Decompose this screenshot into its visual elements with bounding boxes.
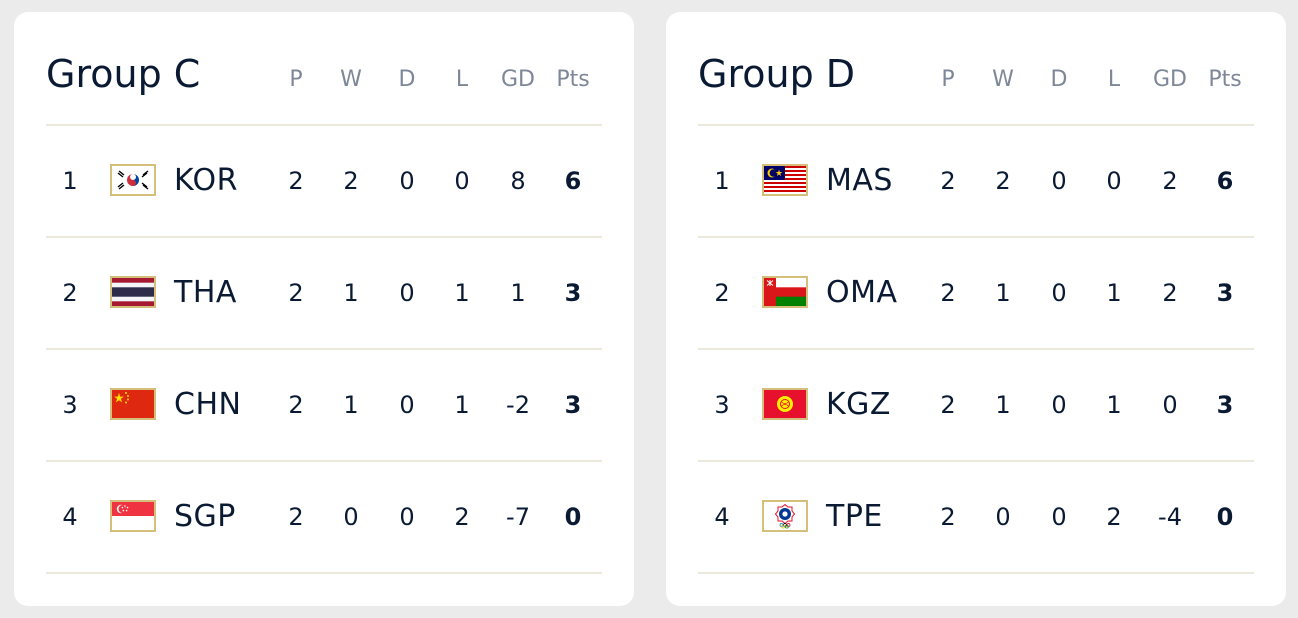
drawn: 0: [399, 391, 415, 419]
rank: 4: [714, 503, 730, 531]
won: 2: [343, 167, 359, 195]
team-name[interactable]: KOR: [174, 163, 238, 198]
played: 2: [940, 279, 956, 307]
goal-difference: 0: [1162, 391, 1178, 419]
drawn: 0: [399, 279, 415, 307]
divider: [698, 236, 1254, 238]
team-name[interactable]: THA: [174, 275, 237, 310]
group-title: Group C: [46, 52, 201, 96]
team-name[interactable]: MAS: [826, 163, 893, 198]
points: 0: [564, 503, 582, 531]
lost: 1: [454, 279, 470, 307]
singapore-flag-icon: [110, 500, 156, 532]
header-lost: L: [1107, 67, 1121, 92]
divider: [46, 124, 602, 126]
lost: 2: [1106, 503, 1122, 531]
divider: [46, 236, 602, 238]
header-played: P: [941, 67, 955, 92]
rank: 2: [714, 279, 730, 307]
header-lost: L: [455, 67, 469, 92]
header-won: W: [340, 67, 362, 92]
team-name[interactable]: OMA: [826, 275, 898, 310]
header-points: Pts: [556, 67, 590, 92]
header-goal-difference: GD: [501, 67, 535, 92]
goal-difference: -4: [1158, 503, 1182, 531]
drawn: 0: [399, 503, 415, 531]
played: 2: [940, 391, 956, 419]
header-points: Pts: [1208, 67, 1242, 92]
goal-difference: 2: [1162, 167, 1178, 195]
won: 1: [343, 279, 359, 307]
header-goal-difference: GD: [1153, 67, 1187, 92]
chinese-taipei-flag-icon: [762, 500, 808, 532]
south-korea-flag-icon: [110, 164, 156, 196]
won: 1: [995, 279, 1011, 307]
points: 6: [564, 167, 582, 195]
header-drawn: D: [398, 67, 416, 92]
lost: 0: [1106, 167, 1122, 195]
china-flag-icon: [110, 388, 156, 420]
played: 2: [288, 503, 304, 531]
goal-difference: -7: [506, 503, 530, 531]
thailand-flag-icon: [110, 276, 156, 308]
won: 0: [995, 503, 1011, 531]
drawn: 0: [1051, 503, 1067, 531]
drawn: 0: [1051, 279, 1067, 307]
malaysia-flag-icon: [762, 164, 808, 196]
lost: 1: [454, 391, 470, 419]
team-name[interactable]: CHN: [174, 387, 242, 422]
header-played: P: [289, 67, 303, 92]
kyrgyzstan-flag-icon: [762, 388, 808, 420]
divider: [46, 348, 602, 350]
header-won: W: [992, 67, 1014, 92]
points: 3: [564, 279, 582, 307]
header-drawn: D: [1050, 67, 1068, 92]
played: 2: [288, 391, 304, 419]
rank: 3: [62, 391, 78, 419]
rank: 1: [714, 167, 730, 195]
won: 1: [343, 391, 359, 419]
rank: 4: [62, 503, 78, 531]
goal-difference: 2: [1162, 279, 1178, 307]
rank: 3: [714, 391, 730, 419]
rank: 2: [62, 279, 78, 307]
team-name[interactable]: KGZ: [826, 387, 891, 422]
group-title: Group D: [698, 52, 856, 96]
points: 6: [1216, 167, 1234, 195]
divider: [698, 124, 1254, 126]
lost: 2: [454, 503, 470, 531]
divider: [698, 348, 1254, 350]
drawn: 0: [399, 167, 415, 195]
goal-difference: -2: [506, 391, 530, 419]
oman-flag-icon: [762, 276, 808, 308]
goal-difference: 1: [510, 279, 526, 307]
won: 1: [995, 391, 1011, 419]
team-name[interactable]: TPE: [826, 499, 883, 534]
lost: 1: [1106, 391, 1122, 419]
won: 0: [343, 503, 359, 531]
won: 2: [995, 167, 1011, 195]
lost: 1: [1106, 279, 1122, 307]
divider: [46, 460, 602, 462]
points: 3: [564, 391, 582, 419]
group-d-card: Group D P W D L GD Pts 1: [666, 12, 1286, 606]
played: 2: [940, 167, 956, 195]
played: 2: [940, 503, 956, 531]
rank: 1: [62, 167, 78, 195]
played: 2: [288, 279, 304, 307]
drawn: 0: [1051, 391, 1067, 419]
points: 3: [1216, 391, 1234, 419]
divider: [46, 572, 602, 574]
points: 3: [1216, 279, 1234, 307]
lost: 0: [454, 167, 470, 195]
group-c-card: Group C P W D L GD Pts 1: [14, 12, 634, 606]
played: 2: [288, 167, 304, 195]
team-name[interactable]: SGP: [174, 499, 236, 534]
divider: [698, 572, 1254, 574]
points: 0: [1216, 503, 1234, 531]
divider: [698, 460, 1254, 462]
goal-difference: 8: [510, 167, 526, 195]
drawn: 0: [1051, 167, 1067, 195]
